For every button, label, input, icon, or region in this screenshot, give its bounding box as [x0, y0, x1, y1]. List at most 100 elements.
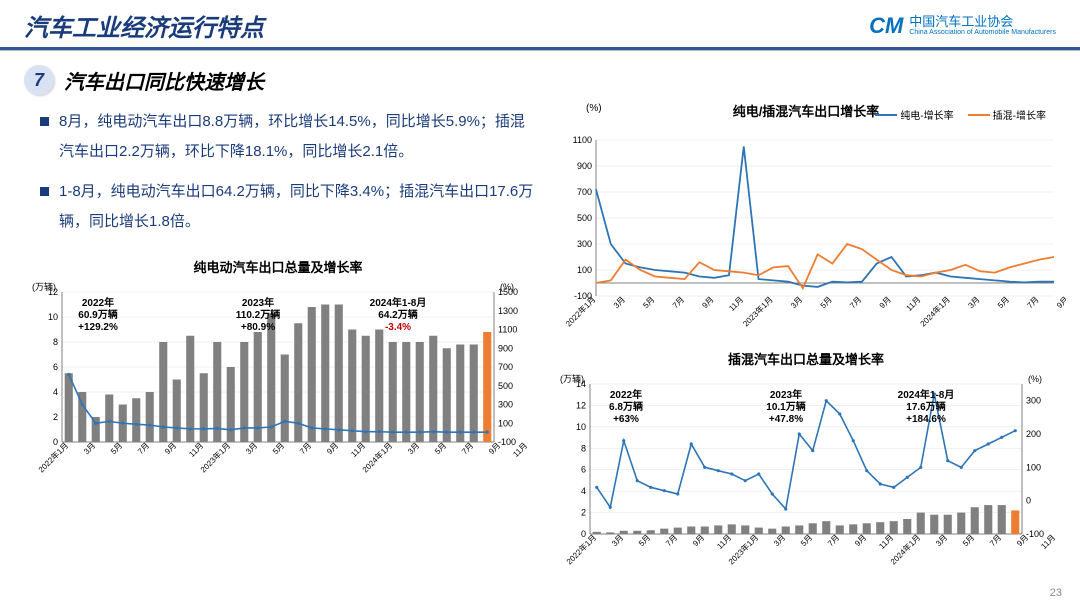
- svg-text:1500: 1500: [498, 287, 518, 297]
- page-title: 汽车工业经济运行特点: [24, 8, 264, 43]
- org-logo: CM 中国汽车工业协会 China Association of Automob…: [869, 13, 1056, 39]
- svg-text:3月: 3月: [789, 295, 804, 310]
- svg-text:2024年1-8月: 2024年1-8月: [898, 388, 955, 401]
- svg-text:1300: 1300: [498, 306, 518, 316]
- svg-text:7月: 7月: [826, 533, 841, 548]
- svg-text:4: 4: [581, 486, 586, 496]
- svg-text:900: 900: [498, 343, 513, 353]
- svg-text:9月: 9月: [878, 295, 893, 310]
- svg-text:9月: 9月: [691, 533, 706, 548]
- svg-text:11月: 11月: [905, 295, 923, 313]
- svg-text:300: 300: [498, 400, 513, 410]
- svg-text:11月: 11月: [349, 441, 367, 459]
- svg-text:7月: 7月: [298, 441, 313, 456]
- header-bar: 汽车工业经济运行特点 CM 中国汽车工业协会 China Association…: [0, 0, 1080, 45]
- svg-text:2023年1月: 2023年1月: [741, 294, 775, 328]
- chart-top-right: 纯电-增长率插混-增长率 (%) 纯电/插混汽车出口增长率 -100100300…: [546, 101, 1066, 347]
- chart-bottom-right: 插混汽车出口总量及增长率 (万辆)(%)02468101214-10001002…: [546, 349, 1066, 585]
- svg-text:5月: 5月: [961, 533, 976, 548]
- svg-text:2023年: 2023年: [242, 296, 274, 309]
- svg-text:5月: 5月: [641, 295, 656, 310]
- svg-text:500: 500: [577, 213, 592, 223]
- svg-text:700: 700: [498, 362, 513, 372]
- svg-text:64.2万辆: 64.2万辆: [378, 308, 417, 321]
- svg-text:5月: 5月: [109, 441, 124, 456]
- svg-text:9月: 9月: [163, 441, 178, 456]
- svg-text:900: 900: [577, 161, 592, 171]
- svg-text:7月: 7月: [1025, 295, 1040, 310]
- svg-text:17.6万辆: 17.6万辆: [906, 400, 945, 413]
- svg-text:6: 6: [53, 362, 58, 372]
- svg-text:+129.2%: +129.2%: [78, 322, 118, 333]
- svg-text:(%): (%): [1028, 374, 1042, 384]
- svg-text:110.2万辆: 110.2万辆: [236, 308, 280, 321]
- chart-br-title: 插混汽车出口总量及增长率: [546, 349, 1066, 368]
- svg-text:0: 0: [581, 529, 586, 539]
- svg-text:-3.4%: -3.4%: [385, 322, 411, 333]
- svg-text:1100: 1100: [573, 135, 592, 145]
- svg-text:100: 100: [1026, 462, 1041, 472]
- chart-top-y-unit: (%): [586, 103, 602, 114]
- chart-top-svg: -10010030050070090011002022年1月3月5月7月9月11…: [546, 122, 1066, 342]
- svg-text:2022年: 2022年: [82, 296, 114, 309]
- svg-text:+80.9%: +80.9%: [241, 322, 275, 333]
- svg-text:3月: 3月: [244, 441, 259, 456]
- svg-text:+63%: +63%: [613, 414, 639, 425]
- svg-text:2: 2: [53, 412, 58, 422]
- bullet-text: 1-8月，纯电动汽车出口64.2万辆，同比下降3.4%；插混汽车出口17.6万辆…: [59, 177, 538, 237]
- svg-text:7月: 7月: [671, 295, 686, 310]
- svg-text:3月: 3月: [934, 533, 949, 548]
- svg-text:10: 10: [48, 312, 58, 322]
- svg-text:700: 700: [577, 187, 592, 197]
- svg-text:-100: -100: [498, 437, 516, 447]
- svg-text:12: 12: [576, 400, 586, 410]
- svg-text:5月: 5月: [637, 533, 652, 548]
- svg-text:11月: 11月: [715, 533, 733, 551]
- chart-bottom-left: 纯电动汽车出口总量及增长率 (万辆)(%)024681012-100100300…: [18, 257, 538, 493]
- svg-text:12: 12: [48, 287, 58, 297]
- chart-bl-svg: (万辆)(%)024681012-10010030050070090011001…: [18, 278, 538, 488]
- svg-text:2023年: 2023年: [770, 388, 802, 401]
- svg-text:9月: 9月: [1055, 295, 1066, 310]
- svg-text:2024年1-8月: 2024年1-8月: [370, 296, 427, 309]
- svg-text:5月: 5月: [433, 441, 448, 456]
- svg-text:3月: 3月: [610, 533, 625, 548]
- svg-text:60.9万辆: 60.9万辆: [78, 308, 117, 321]
- chart-top-legend: 纯电-增长率插混-增长率: [875, 107, 1046, 122]
- svg-text:3月: 3月: [772, 533, 787, 548]
- bullet-item: 1-8月，纯电动汽车出口64.2万辆，同比下降3.4%；插混汽车出口17.6万辆…: [40, 177, 538, 237]
- svg-text:200: 200: [1026, 429, 1041, 439]
- svg-text:1100: 1100: [498, 325, 517, 335]
- svg-text:3月: 3月: [612, 295, 627, 310]
- svg-text:500: 500: [498, 381, 513, 391]
- svg-text:5月: 5月: [819, 295, 834, 310]
- svg-text:2022年: 2022年: [610, 388, 642, 401]
- svg-text:4: 4: [53, 387, 58, 397]
- svg-text:11月: 11月: [727, 295, 745, 313]
- svg-text:0: 0: [1026, 496, 1031, 506]
- divider-gray: [0, 50, 1080, 51]
- svg-text:300: 300: [577, 239, 592, 249]
- svg-text:6: 6: [581, 465, 586, 475]
- svg-text:+184.6%: +184.6%: [906, 414, 946, 425]
- svg-text:+47.8%: +47.8%: [769, 414, 803, 425]
- svg-text:7月: 7月: [664, 533, 679, 548]
- svg-text:7月: 7月: [848, 295, 863, 310]
- chart-bl-title: 纯电动汽车出口总量及增长率: [18, 257, 538, 276]
- svg-text:100: 100: [577, 265, 592, 275]
- svg-text:3月: 3月: [406, 441, 421, 456]
- section-number-badge: 7: [24, 65, 54, 95]
- svg-text:10: 10: [576, 422, 586, 432]
- svg-text:11月: 11月: [877, 533, 895, 551]
- svg-text:9月: 9月: [853, 533, 868, 548]
- svg-text:5月: 5月: [799, 533, 814, 548]
- org-name-en: China Association of Automobile Manufact…: [909, 29, 1056, 36]
- svg-text:5月: 5月: [996, 295, 1011, 310]
- page-number: 23: [1050, 587, 1062, 599]
- svg-text:8: 8: [53, 337, 58, 347]
- bullet-item: 8月，纯电动汽车出口8.8万辆，环比增长14.5%，同比增长5.9%；插混汽车出…: [40, 107, 538, 167]
- svg-text:300: 300: [1026, 396, 1041, 406]
- svg-text:3月: 3月: [966, 295, 981, 310]
- svg-text:8: 8: [581, 443, 586, 453]
- svg-text:9月: 9月: [325, 441, 340, 456]
